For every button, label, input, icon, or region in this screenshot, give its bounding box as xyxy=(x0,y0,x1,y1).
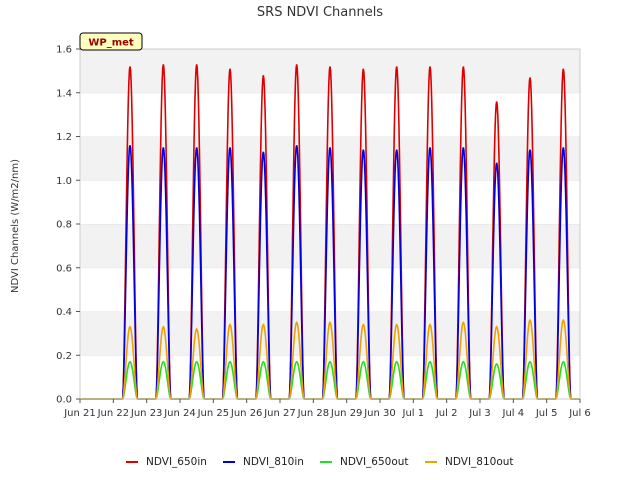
x-tick-label: Jul 5 xyxy=(535,408,558,419)
legend-item: NDVI_810in xyxy=(223,456,304,468)
y-tick-label: 1.6 xyxy=(56,45,72,56)
grid-band xyxy=(80,180,580,224)
y-tick-label: 0.0 xyxy=(56,395,72,406)
series-line-ndvi-650in xyxy=(80,64,580,400)
x-tick-label: Jun 27 xyxy=(263,408,296,419)
y-tick-label: 1.4 xyxy=(56,88,72,99)
grid-band xyxy=(80,267,580,312)
x-tick-label: Jun 26 xyxy=(230,408,263,419)
x-tick-label: Jun 22 xyxy=(97,408,130,419)
y-axis-label: NDVI Channels (W/m2/nm) xyxy=(10,159,21,293)
series-lines xyxy=(80,64,580,400)
x-tick-label: Jun 29 xyxy=(330,408,363,419)
annotation-box: WP_met xyxy=(79,32,143,51)
annotation-label: WP_met xyxy=(88,38,134,49)
legend-item: NDVI_810out xyxy=(425,456,514,468)
grid-band xyxy=(80,92,580,137)
legend-label: NDVI_650out xyxy=(340,456,409,468)
legend-label: NDVI_650in xyxy=(146,456,207,468)
series-line-ndvi-810out xyxy=(80,318,580,400)
x-tick-label: Jun 21 xyxy=(63,408,96,419)
legend-item: NDVI_650out xyxy=(320,456,409,468)
x-tick-label: Jul 4 xyxy=(502,408,525,419)
y-tick-label: 0.6 xyxy=(56,263,72,274)
grid-band xyxy=(80,136,580,181)
legend-item: NDVI_650in xyxy=(126,456,207,468)
series-line-ndvi-650out xyxy=(80,360,580,400)
y-tick-label: 0.4 xyxy=(56,307,72,318)
legend-label: NDVI_810in xyxy=(243,456,304,468)
y-tick-label: 1.0 xyxy=(56,176,72,187)
grid-band xyxy=(80,224,580,268)
x-tick-label: Jun 23 xyxy=(130,408,163,419)
y-tick-label: 0.8 xyxy=(56,220,72,231)
x-tick-label: Jun 24 xyxy=(163,408,196,419)
series-line-ndvi-810in xyxy=(80,145,580,400)
x-tick-label: Jun 25 xyxy=(197,408,230,419)
y-axis: 0.0 0.2 0.4 0.6 0.8 1.0 1.2 1.4 1.6 xyxy=(56,45,80,406)
x-tick-label: Jul 1 xyxy=(402,408,425,419)
y-tick-label: 0.2 xyxy=(56,351,72,362)
x-tick-label: Jun 30 xyxy=(363,408,396,419)
chart-title: SRS NDVI Channels xyxy=(257,5,383,20)
x-tick-label: Jul 2 xyxy=(435,408,458,419)
x-tick-label: Jun 28 xyxy=(297,408,330,419)
grid-bands xyxy=(80,48,580,399)
x-tick-label: Jul 3 xyxy=(468,408,491,419)
grid-band xyxy=(80,311,580,356)
y-tick-label: 1.2 xyxy=(56,132,72,143)
x-tick-label: Jul 6 xyxy=(568,408,591,419)
legend: NDVI_650in NDVI_810in NDVI_650out NDVI_810o… xyxy=(126,456,514,468)
x-axis: Jun 21 Jun 22 Jun 23 Jun 24 Jun 25 Jun 26 Jun … xyxy=(63,399,591,419)
legend-label: NDVI_810out xyxy=(445,456,514,468)
